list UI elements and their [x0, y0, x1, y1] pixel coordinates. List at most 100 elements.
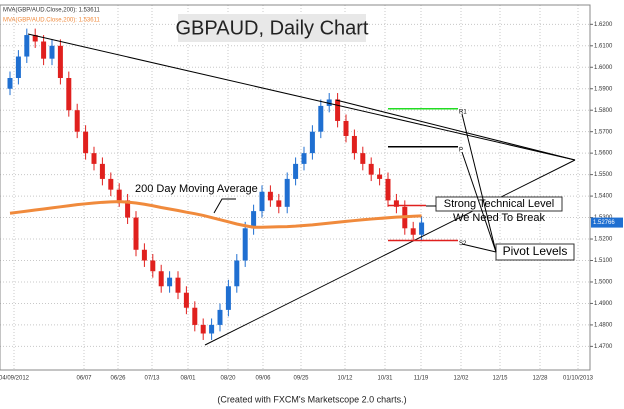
candle-body — [167, 277, 173, 287]
x-tick-label: 06/26 — [110, 376, 126, 382]
chart-title: GBPAUD, Daily Chart — [175, 17, 368, 39]
candle-body — [385, 178, 391, 201]
annotation-arrow — [461, 243, 497, 253]
candle-body — [66, 78, 72, 111]
trend-line — [335, 99, 576, 161]
y-tick-label: 1.5600 — [594, 151, 613, 157]
candle-body — [225, 286, 231, 310]
y-tick-label: 1.5400 — [594, 194, 613, 200]
y-tick-label: 1.5800 — [594, 108, 613, 114]
annotation: Strong Technical Level — [444, 198, 554, 210]
candle-body — [125, 200, 131, 218]
candle-body — [326, 99, 332, 106]
plot — [7, 28, 425, 340]
annotation: We Need To Break — [453, 212, 545, 224]
legend-text: MVA(GBP/AUD.Close,200): 1.53611 — [3, 18, 100, 24]
x-tick-label: 12/02 — [453, 376, 469, 382]
candle-body — [318, 105, 324, 132]
candle-body — [150, 260, 156, 272]
annotation-box — [435, 196, 563, 212]
candle-body — [192, 307, 198, 325]
grid — [0, 5, 590, 370]
trend-line — [27, 33, 576, 161]
pivot-label: R1 — [459, 109, 467, 115]
candle-body — [133, 217, 139, 250]
candle-body — [284, 178, 290, 207]
candle-body — [183, 292, 189, 308]
candle-body — [301, 153, 307, 164]
candle-body — [259, 191, 265, 212]
candle-body — [24, 35, 30, 57]
candle-body — [209, 324, 215, 334]
candle-body — [276, 200, 282, 207]
candle-body — [99, 163, 105, 179]
y-tick-label: 1.5000 — [594, 280, 613, 286]
trend-line — [204, 159, 576, 346]
candle-body — [15, 56, 21, 78]
candle-body — [57, 45, 63, 78]
annotation-arrow — [461, 151, 497, 253]
annotation-arrow — [461, 113, 497, 253]
candle-body — [267, 191, 273, 201]
candle-body — [141, 249, 147, 261]
y-tick-label: 1.6200 — [594, 22, 613, 28]
x-tick-label: 09/25 — [293, 376, 309, 382]
x-tick-label: 12/15 — [492, 376, 508, 382]
pivot-label: S2 — [459, 241, 467, 247]
y-tick-label: 1.5900 — [594, 86, 613, 92]
candle-body — [83, 131, 89, 154]
x-tick-label: 08/20 — [220, 376, 236, 382]
last-price-box — [591, 217, 623, 228]
x-tick-label: 11/19 — [414, 376, 429, 382]
moving-average — [9, 200, 422, 229]
y-tick-label: 1.5200 — [594, 237, 613, 243]
candle-body — [158, 271, 164, 287]
candle-body — [309, 131, 315, 154]
candle-body — [393, 200, 399, 207]
x-tick-label: 09/06 — [255, 376, 271, 382]
x-tick-label: 10/31 — [377, 376, 393, 382]
annotation-arrow — [213, 198, 236, 214]
x-tick-label: 12/28 — [532, 376, 548, 382]
candle-body — [116, 189, 122, 201]
candle-body — [419, 222, 425, 235]
legend-text: MVA(GBP/AUD.Close,200): 1.53611 — [3, 8, 100, 14]
candle-body — [351, 135, 357, 154]
y-tick-label: 1.4900 — [594, 301, 613, 307]
x-tick-label: 07/13 — [144, 376, 160, 382]
candle-body — [32, 35, 38, 42]
candle-body — [7, 78, 13, 89]
candle-body — [200, 324, 206, 334]
y-tick-label: 1.6000 — [594, 65, 613, 71]
candle-body — [242, 228, 248, 261]
x-tick-label: 01/10/2013 — [563, 376, 594, 382]
candle-body — [74, 110, 80, 132]
candle-body — [343, 120, 349, 136]
candle-body — [293, 163, 299, 179]
y-tick-label: 1.5700 — [594, 129, 613, 135]
candle-body — [368, 163, 374, 175]
candle-body — [410, 228, 416, 235]
candle-body — [360, 153, 366, 164]
candle-body — [377, 174, 383, 179]
candle-body — [41, 41, 47, 59]
candle-body — [217, 309, 223, 325]
y-tick-label: 1.6100 — [594, 43, 613, 49]
annotation: 200 Day Moving Average — [135, 183, 258, 195]
x-tick-label: 10/12 — [337, 376, 353, 382]
y-tick-label: 1.4700 — [594, 344, 613, 350]
title-box — [178, 14, 366, 42]
plot-frame — [0, 4, 591, 371]
annotation: Pivot Levels — [503, 244, 568, 258]
candle-body — [49, 45, 55, 59]
y-tick-label: 1.4800 — [594, 322, 613, 328]
x-tick-label: 06/07 — [76, 376, 92, 382]
candle-body — [175, 277, 181, 293]
candle-body — [251, 211, 257, 229]
y-tick-label: 1.5100 — [594, 258, 613, 264]
last-price-label: 1.52766 — [593, 220, 615, 226]
y-tick-label: 1.5500 — [594, 172, 613, 178]
x-tick-label: 04/09/2012 — [0, 376, 30, 382]
pivot-label: P — [459, 147, 463, 153]
